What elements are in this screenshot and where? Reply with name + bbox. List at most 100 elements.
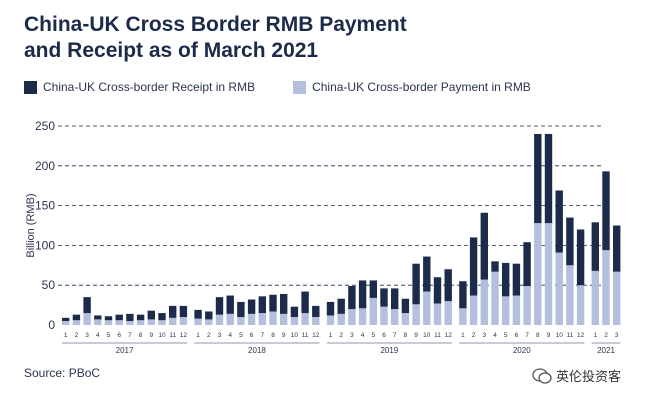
bar-payment xyxy=(62,321,70,325)
bar-payment xyxy=(576,285,585,325)
x-tick-label: 6 xyxy=(117,332,121,339)
y-tick-label: 250 xyxy=(35,119,55,133)
bar-payment xyxy=(247,313,256,325)
bar-payment xyxy=(104,320,113,325)
x-tick-label: 11 xyxy=(302,332,309,339)
year-label: 2020 xyxy=(513,346,531,355)
x-tick-label: 8 xyxy=(271,332,275,339)
bar-receipt xyxy=(423,256,431,292)
bar-receipt xyxy=(247,299,256,314)
bar-receipt xyxy=(469,237,478,296)
x-tick-label: 4 xyxy=(96,332,100,339)
bar-receipt xyxy=(104,316,113,321)
bar-receipt xyxy=(136,314,145,321)
x-tick-label: 12 xyxy=(577,332,585,339)
x-tick-label: 8 xyxy=(536,332,540,339)
bar-payment xyxy=(480,279,488,325)
bar-payment xyxy=(602,250,610,325)
x-tick-label: 1 xyxy=(196,332,200,339)
bar-receipt xyxy=(94,315,102,320)
y-axis-title: Billion (RMB) xyxy=(25,193,37,257)
bar-payment xyxy=(72,320,81,325)
x-tick-label: 7 xyxy=(260,332,264,339)
bar-payment xyxy=(312,317,320,325)
x-tick-label: 6 xyxy=(382,332,386,339)
legend-label-receipt: China-UK Cross-border Receipt in RMB xyxy=(43,80,256,94)
bar-payment xyxy=(237,317,245,325)
x-tick-label: 3 xyxy=(218,332,222,339)
bar-payment xyxy=(83,313,91,325)
x-tick-label: 9 xyxy=(414,332,418,339)
bar-payment xyxy=(380,306,388,325)
bar-payment xyxy=(369,297,377,325)
chart-title: China-UK Cross Border RMB Payment and Re… xyxy=(24,12,584,64)
legend-swatch-receipt xyxy=(24,80,37,94)
bar-payment xyxy=(523,285,531,325)
x-tick-label: 7 xyxy=(393,332,397,339)
y-tick-label: 200 xyxy=(35,159,55,173)
source-note: Source: PBoC xyxy=(24,366,101,380)
bar-receipt xyxy=(391,288,399,310)
x-tick-label: 10 xyxy=(423,332,431,339)
bar-receipt xyxy=(205,311,213,320)
bar-payment xyxy=(136,320,145,325)
x-tick-label: 10 xyxy=(158,332,166,339)
bar-receipt xyxy=(194,309,202,319)
bar-receipt xyxy=(72,314,81,321)
bar-payment xyxy=(179,317,188,325)
bar-receipt xyxy=(380,288,388,307)
bar-payment xyxy=(226,313,234,325)
x-tick-label: 2 xyxy=(75,332,79,339)
y-tick-label: 100 xyxy=(35,238,55,252)
watermark-text: 英伦投资客 xyxy=(556,369,622,384)
bar-receipt xyxy=(602,171,610,251)
bar-payment xyxy=(158,320,166,325)
bar-payment xyxy=(337,313,345,325)
x-tick-label: 5 xyxy=(504,332,508,339)
bar-receipt xyxy=(147,310,155,320)
bar-payment xyxy=(258,313,266,325)
x-tick-label: 8 xyxy=(404,332,408,339)
year-label: 2018 xyxy=(248,346,266,355)
x-tick-label: 4 xyxy=(228,332,232,339)
bar-receipt xyxy=(348,285,356,310)
x-tick-label: 1 xyxy=(461,332,465,339)
x-tick-label: 10 xyxy=(556,332,564,339)
bar-receipt xyxy=(169,305,177,318)
chart-title-line-2: and Receipt as of March 2021 xyxy=(24,39,319,62)
bar-receipt xyxy=(534,133,542,224)
bar-payment xyxy=(423,291,431,325)
bar-receipt xyxy=(326,301,335,316)
bar-payment xyxy=(94,319,102,325)
bar-receipt xyxy=(555,190,563,253)
bar-payment xyxy=(555,252,563,325)
bar-receipt xyxy=(369,280,377,298)
bar-payment xyxy=(566,265,574,325)
y-tick-label: 0 xyxy=(48,318,55,332)
bar-payment xyxy=(269,311,277,325)
bar-receipt xyxy=(126,313,134,322)
x-tick-label: 2 xyxy=(472,332,476,339)
bar-receipt xyxy=(280,293,288,314)
bar-receipt xyxy=(269,294,277,312)
bar-payment xyxy=(194,318,202,325)
bar-receipt xyxy=(591,222,599,271)
bar-receipt xyxy=(337,298,345,314)
x-tick-label: 7 xyxy=(128,332,132,339)
x-tick-label: 3 xyxy=(482,332,486,339)
x-tick-label: 9 xyxy=(149,332,153,339)
bar-receipt xyxy=(459,281,467,309)
legend-item-receipt: China-UK Cross-border Receipt in RMB xyxy=(24,80,255,94)
x-tick-label: 5 xyxy=(239,332,243,339)
bar-receipt xyxy=(512,263,521,296)
bar-receipt xyxy=(444,269,452,302)
x-tick-label: 9 xyxy=(547,332,551,339)
bar-payment xyxy=(613,271,621,325)
bar-payment xyxy=(459,308,467,325)
x-tick-label: 5 xyxy=(107,332,111,339)
x-tick-label: 5 xyxy=(371,332,375,339)
legend-label-payment: China-UK Cross-border Payment in RMB xyxy=(312,80,531,94)
bar-receipt xyxy=(523,242,531,286)
bar-receipt xyxy=(179,305,188,318)
